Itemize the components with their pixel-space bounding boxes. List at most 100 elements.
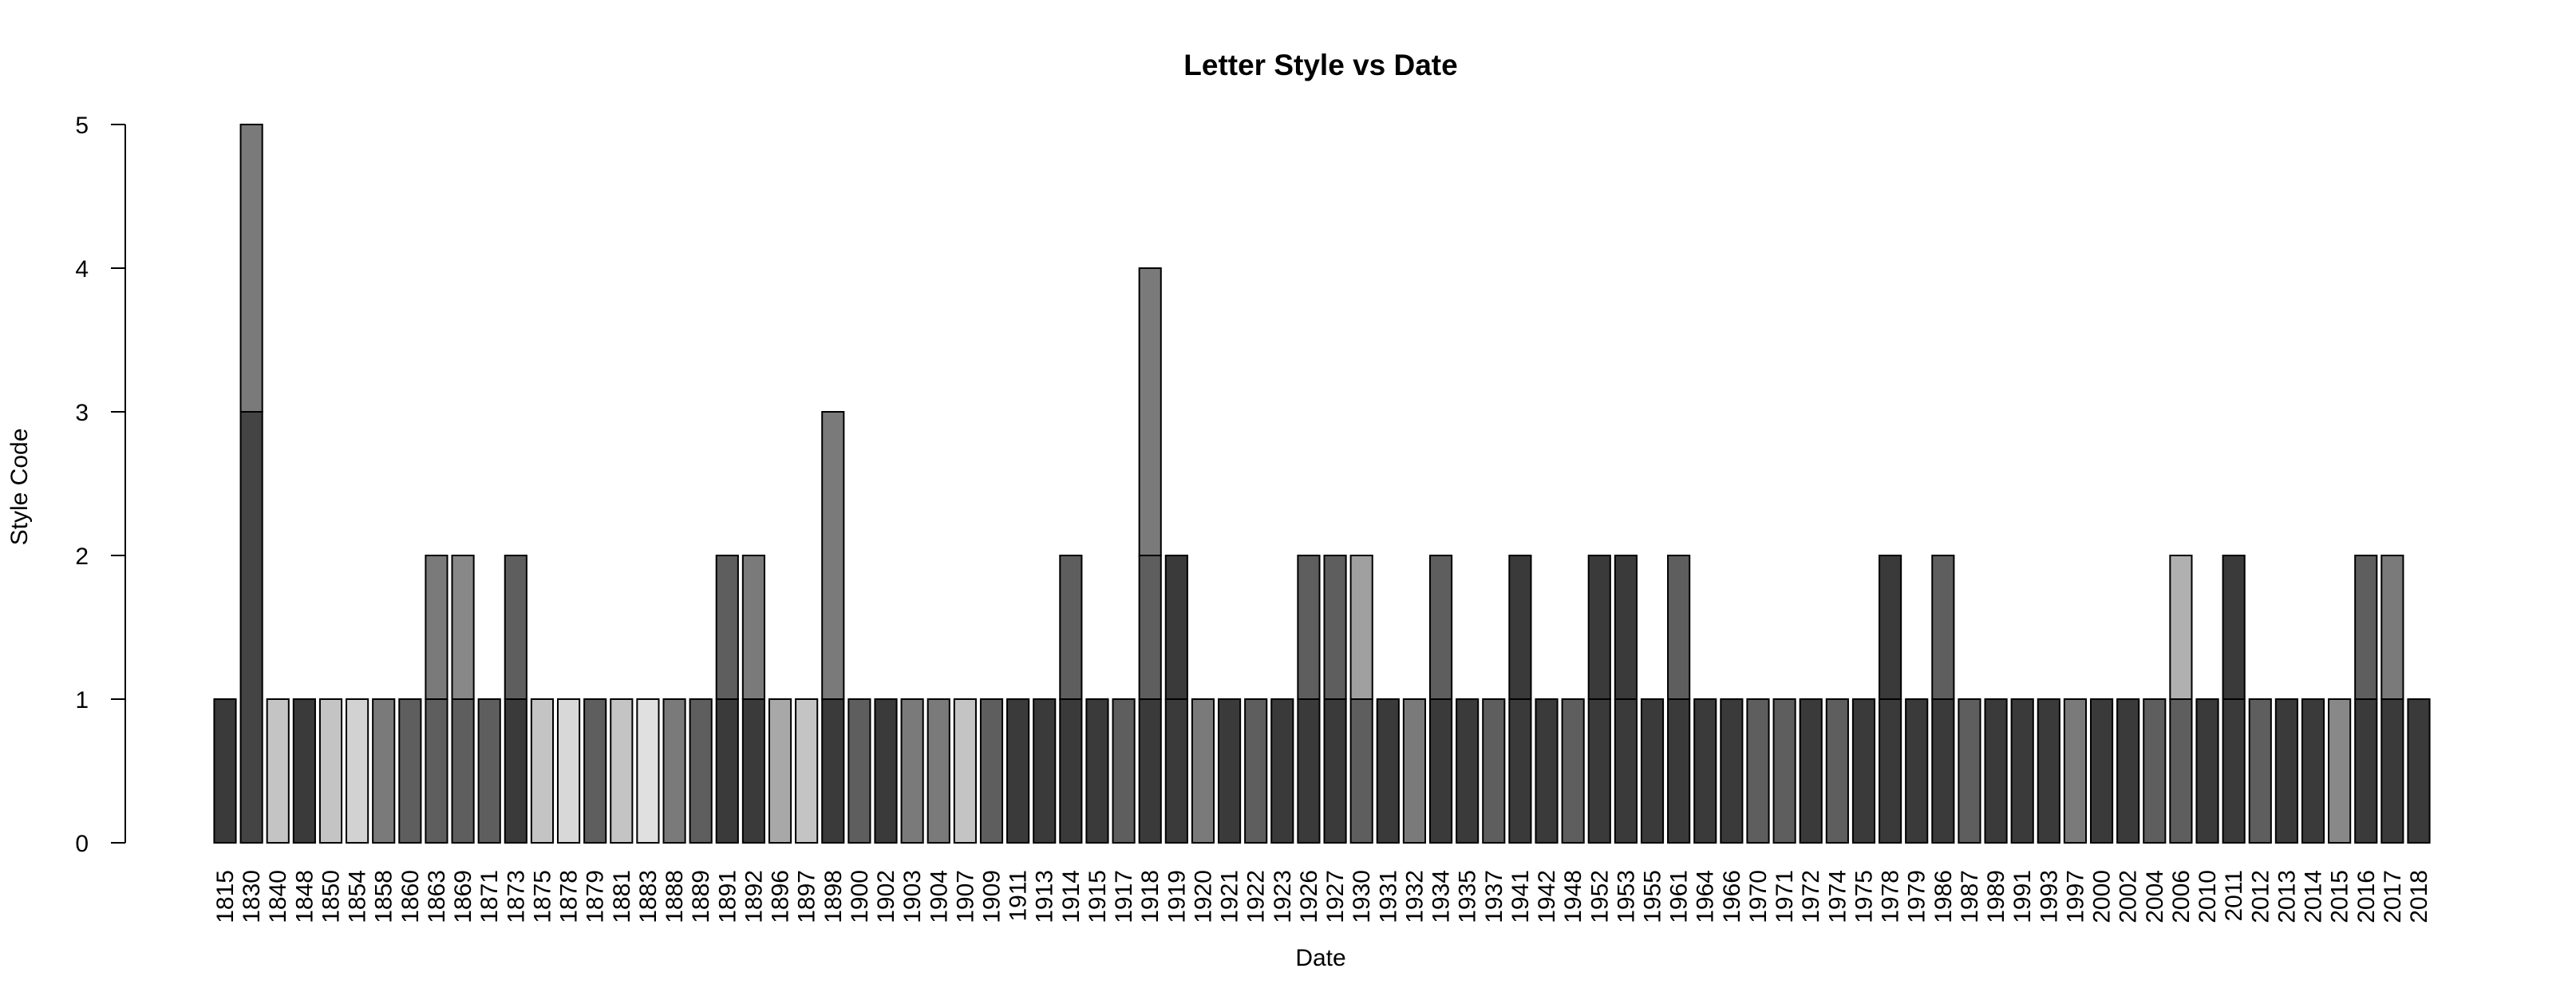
y-axis-label: Style Code (6, 429, 33, 546)
x-tick-label: 2002 (2116, 870, 2142, 923)
x-tick-label: 2013 (2274, 870, 2300, 923)
bar-segment (556, 698, 581, 844)
x-tick-label: 1915 (1085, 870, 1111, 923)
x-tick-label: 1921 (1217, 870, 1243, 923)
x-tick-label: 1873 (503, 870, 529, 923)
bar-segment (1508, 698, 1532, 844)
x-tick-label: 1902 (873, 870, 899, 923)
x-tick-label: 1964 (1693, 870, 1719, 923)
x-tick-label: 1942 (1534, 870, 1560, 923)
bar-segment (610, 698, 634, 844)
x-tick-label: 1987 (1957, 870, 1983, 923)
bar-segment (2380, 555, 2404, 700)
bar-segment (1349, 555, 1373, 700)
bar-segment (1428, 698, 1453, 844)
x-tick-label: 1914 (1058, 870, 1085, 923)
bar-segment (2380, 698, 2404, 844)
x-axis-tick-labels: 1815 1830 1840 1848 1850 1854 1858 1860 1863 1869… (212, 870, 2432, 923)
bar-segment (292, 698, 316, 844)
x-tick-label: 1918 (1137, 870, 1164, 923)
x-tick-label: 1815 (212, 870, 239, 923)
y-tick-label: 3 (75, 400, 89, 426)
x-tick-label: 1907 (952, 870, 978, 923)
x-tick-label: 1931 (1375, 870, 1401, 923)
bar-segment (2169, 555, 2193, 700)
x-tick-label: 1830 (239, 870, 265, 923)
y-tick-label: 5 (75, 113, 89, 139)
bar-segment (1508, 555, 1532, 700)
bar-segment (741, 698, 765, 844)
bar-segment (1164, 555, 1188, 700)
x-tick-label: 1972 (1798, 870, 1824, 923)
bar-segment (953, 698, 977, 844)
bar-segment (398, 698, 422, 844)
bar-segment (2407, 698, 2431, 844)
bar-segment (926, 698, 950, 844)
bar-segment (2274, 698, 2298, 844)
x-tick-label: 1888 (662, 870, 688, 923)
bar-segment (239, 411, 263, 844)
bar-segment (2037, 698, 2060, 844)
bar-segment (1958, 698, 1981, 844)
bar-segment (346, 698, 369, 844)
bar-segment (795, 698, 819, 844)
bar-segment (2143, 698, 2167, 844)
bar-segment (1059, 698, 1083, 844)
x-tick-label: 1879 (583, 870, 609, 923)
bar-segment (583, 698, 607, 844)
x-tick-label: 1926 (1296, 870, 1322, 923)
bar-segment (1799, 698, 1823, 844)
x-tick-label: 1871 (476, 870, 503, 923)
bar-segment (662, 698, 686, 844)
x-tick-label: 1911 (1006, 870, 1032, 922)
x-tick-label: 1881 (609, 870, 635, 923)
bar-segment (636, 698, 660, 844)
x-tick-label: 1889 (688, 870, 714, 923)
y-tick-label: 0 (75, 831, 89, 857)
bar-segment (451, 555, 475, 700)
bar-segment (1482, 698, 1506, 844)
bar-segment (477, 698, 501, 844)
bar-segment (1561, 698, 1585, 844)
bar-segment (821, 411, 845, 700)
bar-segment (2169, 698, 2193, 844)
x-tick-label: 1970 (1745, 870, 1772, 923)
bar-segment (1931, 698, 1955, 844)
bar-segment (1456, 698, 1480, 844)
x-tick-label: 1932 (1401, 870, 1428, 923)
x-tick-label: 1858 (371, 870, 397, 923)
x-tick-label: 1989 (1983, 870, 2009, 923)
bar-segment (1720, 698, 1744, 844)
bar-segment (1428, 555, 1453, 700)
bars (213, 124, 2431, 844)
x-tick-label: 2014 (2301, 870, 2327, 923)
bar-segment (318, 698, 343, 844)
x-tick-label: 1878 (556, 870, 583, 923)
bar-segment (768, 698, 792, 844)
x-tick-label: 1903 (899, 870, 926, 923)
bar-segment (1587, 698, 1611, 844)
bar-segment (715, 555, 739, 700)
bar-segment (1006, 698, 1030, 844)
bar-segment (1931, 555, 1955, 700)
x-tick-label: 1991 (2009, 870, 2036, 923)
x-tick-label: 1863 (424, 870, 450, 923)
x-tick-label: 2015 (2327, 870, 2353, 923)
x-tick-label: 1923 (1270, 870, 1296, 923)
bar-segment (1640, 698, 1665, 844)
x-tick-label: 2017 (2380, 870, 2406, 923)
bar-segment (504, 555, 527, 700)
bar-segment (1297, 698, 1321, 844)
bar-segment (1905, 698, 1929, 844)
bar-segment (1323, 555, 1347, 700)
bar-segment (847, 698, 871, 844)
bar-segment (1164, 698, 1188, 844)
bar-segment (2222, 698, 2246, 844)
bar-segment (1323, 698, 1347, 844)
x-tick-label: 1904 (926, 870, 952, 923)
bar-segment (530, 698, 555, 844)
bar-segment (1693, 698, 1717, 844)
bar-segment (741, 555, 765, 700)
bar-segment (1402, 698, 1427, 844)
x-tick-label: 1986 (1930, 870, 1957, 923)
